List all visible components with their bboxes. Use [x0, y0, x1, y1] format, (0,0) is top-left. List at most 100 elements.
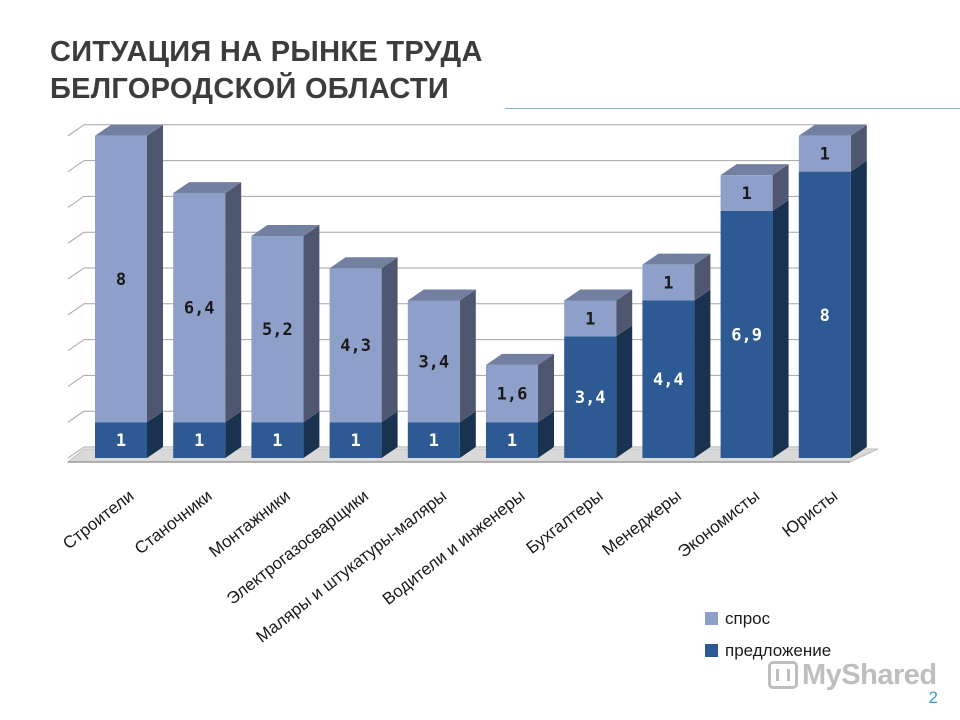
supply-bar-9	[798, 171, 851, 458]
chart-data-labels: 1 8 1 6,4 1 5,2 1 4,3 1 3,4 1 1,6 3,4 1 4,4 1 6,9 1 8 1	[116, 145, 830, 451]
title-divider	[505, 108, 960, 109]
demand-bar-top-8	[720, 164, 789, 176]
watermark-logo: MyShared	[768, 655, 937, 695]
supply-bar-side-5	[538, 411, 554, 458]
supply-bar-side-7	[694, 289, 711, 458]
supply-value-label-8: 6,9	[731, 325, 762, 345]
demand-bar-8	[720, 175, 773, 211]
demand-value-label-1: 6,4	[184, 299, 215, 319]
chart-category-labels: СтроителиСтаночникиМонтажникиЭлектрогазо…	[59, 486, 841, 646]
supply-bar-side-6	[616, 325, 633, 458]
supply-value-label-5: 1	[507, 431, 517, 451]
gridline-depth-7	[67, 195, 85, 208]
page-number: 2	[928, 688, 938, 707]
gridline-depth-4	[67, 303, 85, 316]
gridline-depth-2	[67, 374, 85, 387]
demand-bar-7	[642, 264, 695, 301]
demand-bar-side-1	[225, 182, 242, 423]
demand-bar-top-3	[329, 257, 398, 269]
demand-value-label-3: 4,3	[340, 336, 371, 356]
supply-bar-0	[95, 422, 147, 458]
category-label-8: Экономисты	[674, 486, 763, 561]
demand-bar-top-0	[95, 124, 163, 136]
gridline-depth-5	[67, 267, 85, 280]
demand-bar-top-1	[173, 182, 242, 194]
demand-bar-1	[173, 193, 226, 423]
supply-value-label-2: 1	[272, 431, 282, 451]
demand-value-label-5: 1,6	[497, 385, 528, 405]
supply-value-label-3: 1	[350, 431, 360, 451]
watermark-text: MyShared	[802, 658, 937, 691]
demand-bar-3	[329, 268, 382, 423]
category-label-3: Электрогазосварщики	[223, 486, 372, 608]
chart-bars	[95, 124, 867, 459]
demand-value-label-0: 8	[116, 270, 126, 290]
legend-label-0: спрос	[725, 609, 771, 628]
demand-bar-side-4	[459, 289, 476, 423]
gridline-depth-8	[67, 160, 85, 173]
gridline-depth-1	[67, 410, 85, 423]
demand-value-label-8: 1	[741, 184, 751, 204]
supply-bar-side-8	[772, 199, 789, 459]
demand-bar-top-9	[798, 124, 867, 136]
demand-bar-side-7	[694, 253, 711, 301]
supply-bar-8	[720, 210, 773, 458]
supply-bar-1	[173, 422, 226, 458]
legend-swatch-1	[705, 644, 718, 657]
supply-bar-6	[564, 336, 617, 458]
presentation-icon	[768, 661, 798, 689]
demand-bar-top-4	[407, 289, 476, 301]
category-label-5: Водители и инженеры	[379, 486, 529, 609]
supply-bar-4	[407, 422, 460, 458]
demand-bar-side-5	[538, 353, 554, 423]
demand-bar-2	[251, 236, 304, 423]
demand-value-label-2: 5,2	[262, 320, 293, 340]
gridline-depth-0	[67, 446, 85, 459]
demand-bar-6	[564, 300, 617, 337]
category-label-6: Бухгалтеры	[523, 486, 607, 557]
supply-bar-side-3	[381, 411, 398, 458]
supply-bar-2	[251, 422, 304, 458]
demand-bar-9	[798, 135, 851, 172]
demand-bar-side-3	[381, 257, 398, 423]
supply-bar-side-0	[147, 411, 163, 458]
supply-bar-side-9	[850, 160, 867, 458]
supply-value-label-1: 1	[194, 431, 204, 451]
gridline-depth-9	[67, 124, 85, 137]
supply-value-label-4: 1	[429, 431, 439, 451]
demand-bar-side-6	[616, 289, 633, 337]
category-label-9: Юристы	[779, 486, 842, 541]
gridline-depth-6	[67, 231, 85, 244]
supply-value-label-6: 3,4	[575, 388, 606, 408]
legend-label-1: предложение	[725, 641, 831, 660]
slide-title-line-2: БЕЛГОРОДСКОЙ ОБЛАСТИ	[50, 73, 450, 105]
category-label-1: Станочники	[131, 486, 216, 558]
demand-bar-side-8	[772, 164, 789, 211]
demand-bar-side-2	[303, 225, 320, 423]
demand-bar-4	[407, 300, 460, 423]
demand-bar-5	[486, 364, 538, 423]
demand-value-label-9: 1	[820, 145, 830, 165]
supply-value-label-0: 1	[116, 431, 126, 451]
supply-bar-side-1	[225, 411, 242, 458]
demand-bar-top-6	[564, 289, 633, 301]
demand-bar-top-5	[486, 353, 554, 365]
supply-bar-7	[642, 300, 695, 458]
chart-legend: спрос предложение	[705, 609, 831, 660]
demand-bar-side-9	[850, 124, 867, 172]
slide-title: СИТУАЦИЯ НА РЫНКЕ ТРУДА БЕЛГОРОДСКОЙ ОБЛ…	[50, 34, 483, 108]
demand-value-label-6: 1	[585, 309, 595, 329]
demand-bar-0	[95, 135, 147, 423]
category-label-7: Менеджеры	[599, 486, 685, 559]
legend-swatch-0	[705, 612, 718, 625]
supply-bar-5	[486, 422, 538, 458]
demand-value-label-4: 3,4	[418, 352, 449, 372]
demand-bar-top-7	[642, 253, 711, 265]
supply-bar-3	[329, 422, 382, 458]
slide-title-line-1: СИТУАЦИЯ НА РЫНКЕ ТРУДА	[50, 36, 483, 68]
demand-bar-side-0	[147, 124, 163, 423]
demand-value-label-7: 1	[663, 274, 673, 294]
demand-bar-top-2	[251, 225, 320, 237]
supply-value-label-9: 8	[820, 306, 830, 326]
